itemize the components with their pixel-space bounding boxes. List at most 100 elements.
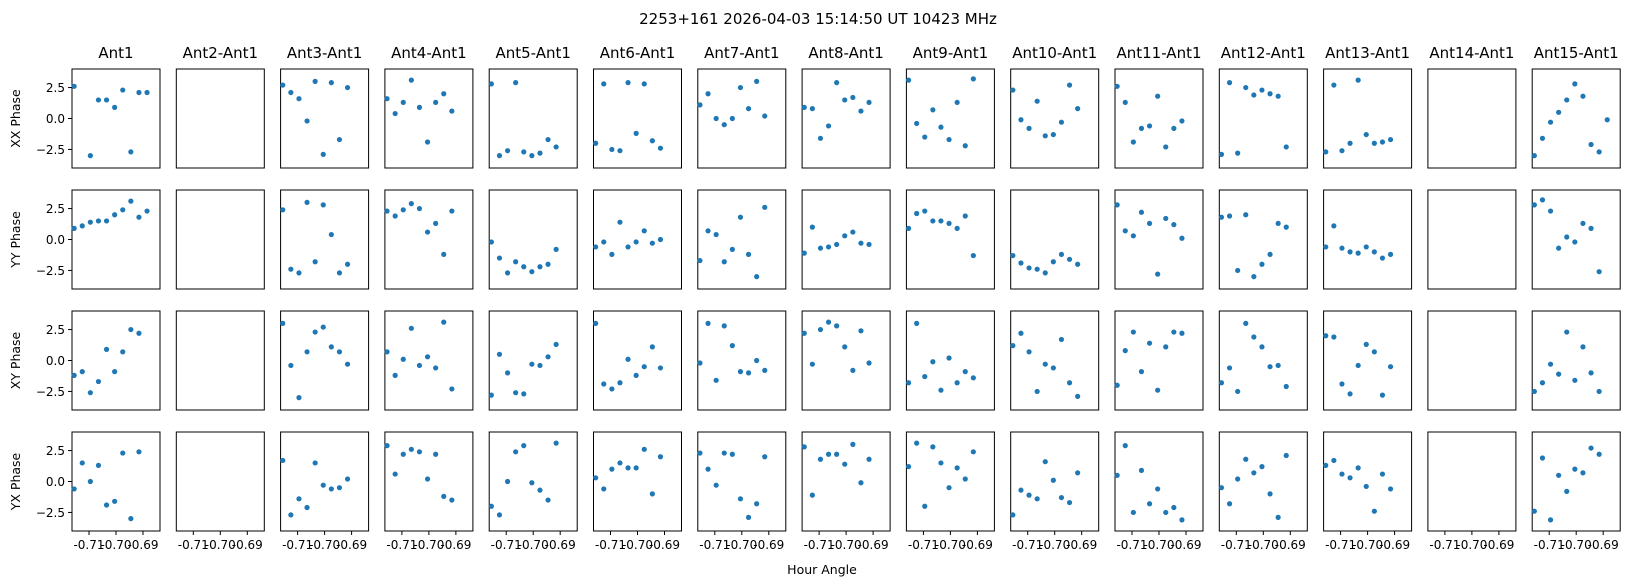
panel-frame	[1531, 310, 1621, 411]
data-point	[328, 80, 334, 86]
data-point	[112, 369, 118, 375]
data-point	[1050, 365, 1056, 371]
x-tick-label: -0.71	[73, 538, 104, 552]
column-title-ant5-ant1: Ant5-Ant1	[495, 44, 570, 62]
data-point	[449, 208, 455, 214]
panel-frame	[1010, 189, 1100, 290]
data-point	[504, 370, 511, 376]
data-point	[825, 244, 832, 250]
panel-frame	[593, 310, 682, 411]
data-point	[1018, 487, 1024, 493]
data-point	[71, 486, 77, 492]
data-point	[625, 465, 631, 471]
data-point	[344, 361, 351, 367]
panel-frame	[1114, 431, 1204, 532]
data-point	[1588, 370, 1594, 376]
data-point	[866, 99, 872, 106]
data-point	[433, 99, 439, 106]
data-point	[336, 270, 343, 276]
data-point	[609, 251, 615, 257]
x-tick-label: -0.69	[1588, 538, 1619, 552]
x-tick-label: -0.70	[622, 538, 653, 552]
panel-frame	[488, 310, 578, 411]
data-point	[1363, 341, 1369, 348]
column-title-ant1: Ant1	[98, 44, 133, 62]
data-point	[288, 362, 294, 369]
data-point	[713, 115, 719, 122]
data-point	[922, 503, 928, 509]
x-tick-label: -0.69	[1483, 538, 1514, 552]
data-point	[1034, 98, 1040, 104]
data-point	[1371, 249, 1377, 255]
data-point	[1572, 466, 1578, 472]
x-tick-label: -0.71	[1116, 538, 1147, 552]
data-point	[834, 80, 840, 86]
data-point	[1539, 197, 1546, 203]
data-point	[537, 362, 543, 369]
x-tick-label: -0.71	[491, 538, 522, 552]
data-point	[1531, 508, 1537, 514]
data-point	[296, 270, 302, 276]
data-point	[729, 115, 735, 122]
data-point	[1114, 83, 1120, 89]
data-point	[737, 214, 744, 220]
data-point	[1179, 118, 1185, 124]
data-point	[103, 346, 110, 352]
y-tick-label: −2.5	[36, 506, 65, 520]
x-tick-label: -0.70	[1352, 538, 1383, 552]
data-point	[1564, 97, 1570, 103]
data-point	[1122, 99, 1128, 106]
data-point	[87, 390, 93, 396]
data-point	[545, 497, 551, 503]
data-point	[328, 344, 334, 350]
x-tick-label: -0.69	[336, 538, 367, 552]
data-point	[280, 207, 286, 213]
data-point	[496, 512, 503, 518]
data-point	[817, 326, 824, 333]
data-point	[905, 464, 912, 470]
data-point	[1251, 334, 1257, 340]
data-point	[593, 320, 599, 326]
y-tick-label: 2.5	[46, 81, 65, 95]
data-point	[762, 454, 768, 460]
data-point	[649, 344, 655, 350]
data-point	[1058, 336, 1065, 343]
data-point	[729, 451, 735, 457]
panel-frame	[1323, 68, 1413, 169]
data-point	[721, 259, 727, 265]
x-tick-label: -0.71	[804, 538, 835, 552]
data-point	[1547, 208, 1554, 214]
x-tick-label: -0.69	[1170, 538, 1201, 552]
data-point	[842, 233, 848, 239]
data-point	[1387, 136, 1394, 143]
data-point	[657, 365, 664, 371]
y-tick-label: 0.0	[46, 233, 65, 247]
data-point	[441, 251, 447, 257]
panel-frame	[801, 189, 891, 290]
data-point	[1596, 388, 1602, 395]
data-point	[762, 204, 768, 210]
data-point	[754, 501, 760, 507]
data-point	[1155, 271, 1161, 277]
data-point	[328, 231, 334, 238]
data-point	[1243, 212, 1249, 218]
data-point	[930, 359, 936, 365]
data-point	[1066, 256, 1073, 262]
data-point	[1323, 244, 1329, 250]
row-label-xy-phase: XY Phase	[8, 331, 23, 389]
data-point	[1387, 486, 1394, 492]
data-point	[1018, 117, 1024, 123]
data-point	[553, 341, 559, 348]
data-point	[87, 219, 93, 225]
data-point	[713, 231, 719, 238]
x-tick-label: -0.70	[518, 538, 549, 552]
data-point	[617, 460, 623, 466]
panel-frame	[1114, 310, 1204, 411]
panel-frame	[1531, 431, 1621, 532]
data-point	[416, 449, 423, 455]
data-point	[625, 356, 631, 362]
column-title-ant7-ant1: Ant7-Ant1	[704, 44, 779, 62]
data-point	[905, 225, 912, 231]
data-point	[1267, 491, 1273, 497]
data-point	[384, 349, 390, 355]
